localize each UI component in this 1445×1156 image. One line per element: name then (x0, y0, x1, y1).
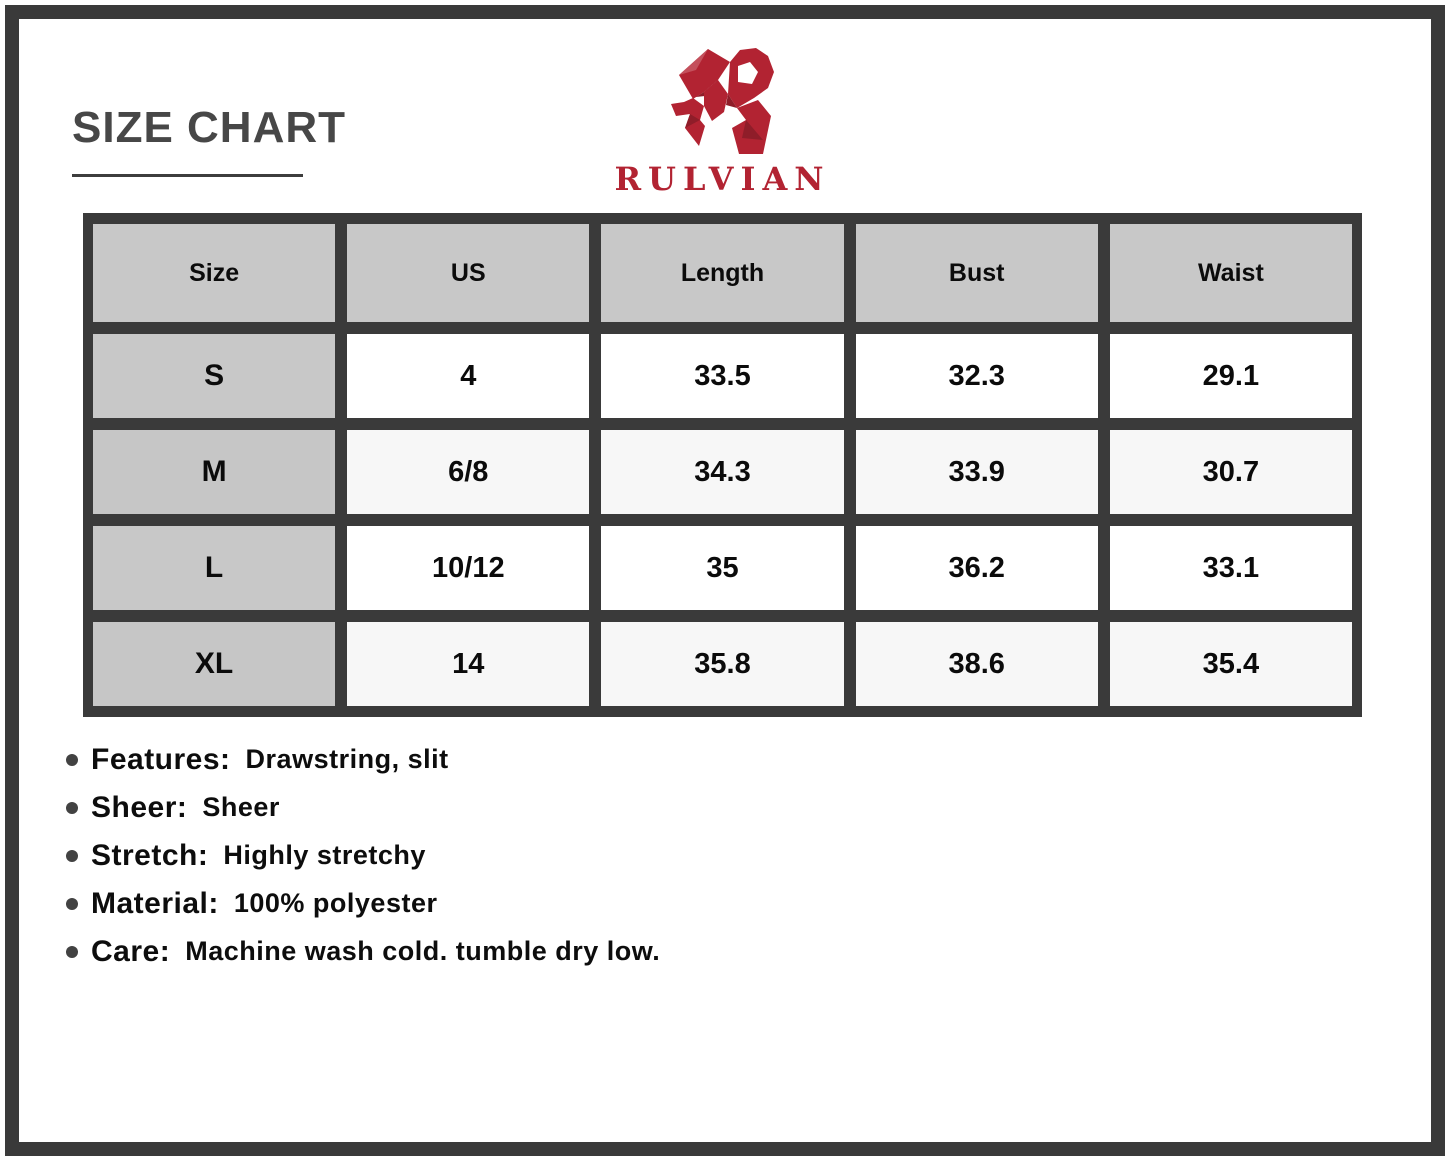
rulvian-r-logo-icon (670, 48, 774, 154)
detail-item-care: Care: Machine wash cold. tumble dry low. (66, 934, 660, 969)
brand-logo: RULVIAN (603, 42, 843, 195)
table-cell-l-bust: 36.2 (855, 526, 1098, 610)
table-row-label-m: M (93, 430, 336, 514)
detail-item-sheer: Sheer: Sheer (66, 790, 660, 825)
bullet-icon (66, 849, 78, 862)
table-header-waist: Waist (1109, 224, 1352, 322)
table-cell-xl-waist: 35.4 (1109, 622, 1352, 706)
table-header-size: Size (93, 224, 336, 322)
detail-label: Material: (91, 886, 219, 920)
table-cell-s-us: 4 (347, 334, 590, 418)
table-cell-xl-bust: 38.6 (855, 622, 1098, 706)
detail-item-stretch: Stretch: Highly stretchy (66, 838, 660, 873)
table-header-length: Length (601, 224, 844, 322)
table-cell-m-length: 34.3 (601, 430, 844, 514)
bullet-icon (66, 945, 78, 958)
table-cell-xl-us: 14 (347, 622, 590, 706)
table-row-label-s: S (93, 334, 336, 418)
detail-item-material: Material: 100% polyester (66, 886, 660, 921)
table-row-label-xl: XL (93, 622, 336, 706)
table-row-label-l: L (93, 526, 336, 610)
detail-label: Features: (91, 742, 231, 776)
bullet-icon (66, 897, 78, 910)
table-cell-s-bust: 32.3 (855, 334, 1098, 418)
detail-label: Care: (91, 934, 171, 968)
size-chart-table: Size US Length Bust Waist S 4 33.5 32.3 … (83, 213, 1362, 717)
table-cell-m-waist: 30.7 (1109, 430, 1352, 514)
detail-item-features: Features: Drawstring, slit (66, 742, 660, 777)
title-block: SIZE CHART (72, 106, 346, 177)
table-cell-l-length: 35 (601, 526, 844, 610)
table-cell-l-us: 10/12 (347, 526, 590, 610)
product-details-list: Features: Drawstring, slit Sheer: Sheer … (66, 742, 660, 982)
detail-value: 100% polyester (233, 888, 438, 918)
table-header-us: US (347, 224, 590, 322)
page-title: SIZE CHART (72, 103, 346, 152)
detail-value: Machine wash cold. tumble dry low. (185, 936, 661, 966)
table-cell-s-waist: 29.1 (1109, 334, 1352, 418)
detail-value: Sheer (202, 792, 280, 822)
detail-label: Sheer: (91, 790, 188, 824)
table-cell-s-length: 33.5 (601, 334, 844, 418)
table-cell-m-us: 6/8 (347, 430, 590, 514)
table-cell-l-waist: 33.1 (1109, 526, 1352, 610)
table-cell-m-bust: 33.9 (855, 430, 1098, 514)
table-cell-xl-length: 35.8 (601, 622, 844, 706)
bullet-icon (66, 801, 78, 814)
detail-value: Highly stretchy (223, 840, 426, 870)
detail-label: Stretch: (91, 838, 209, 872)
detail-value: Drawstring, slit (245, 744, 449, 774)
bullet-icon (66, 753, 78, 766)
table-header-bust: Bust (855, 224, 1098, 322)
brand-name: RULVIAN (614, 160, 831, 198)
title-underline (72, 174, 303, 177)
